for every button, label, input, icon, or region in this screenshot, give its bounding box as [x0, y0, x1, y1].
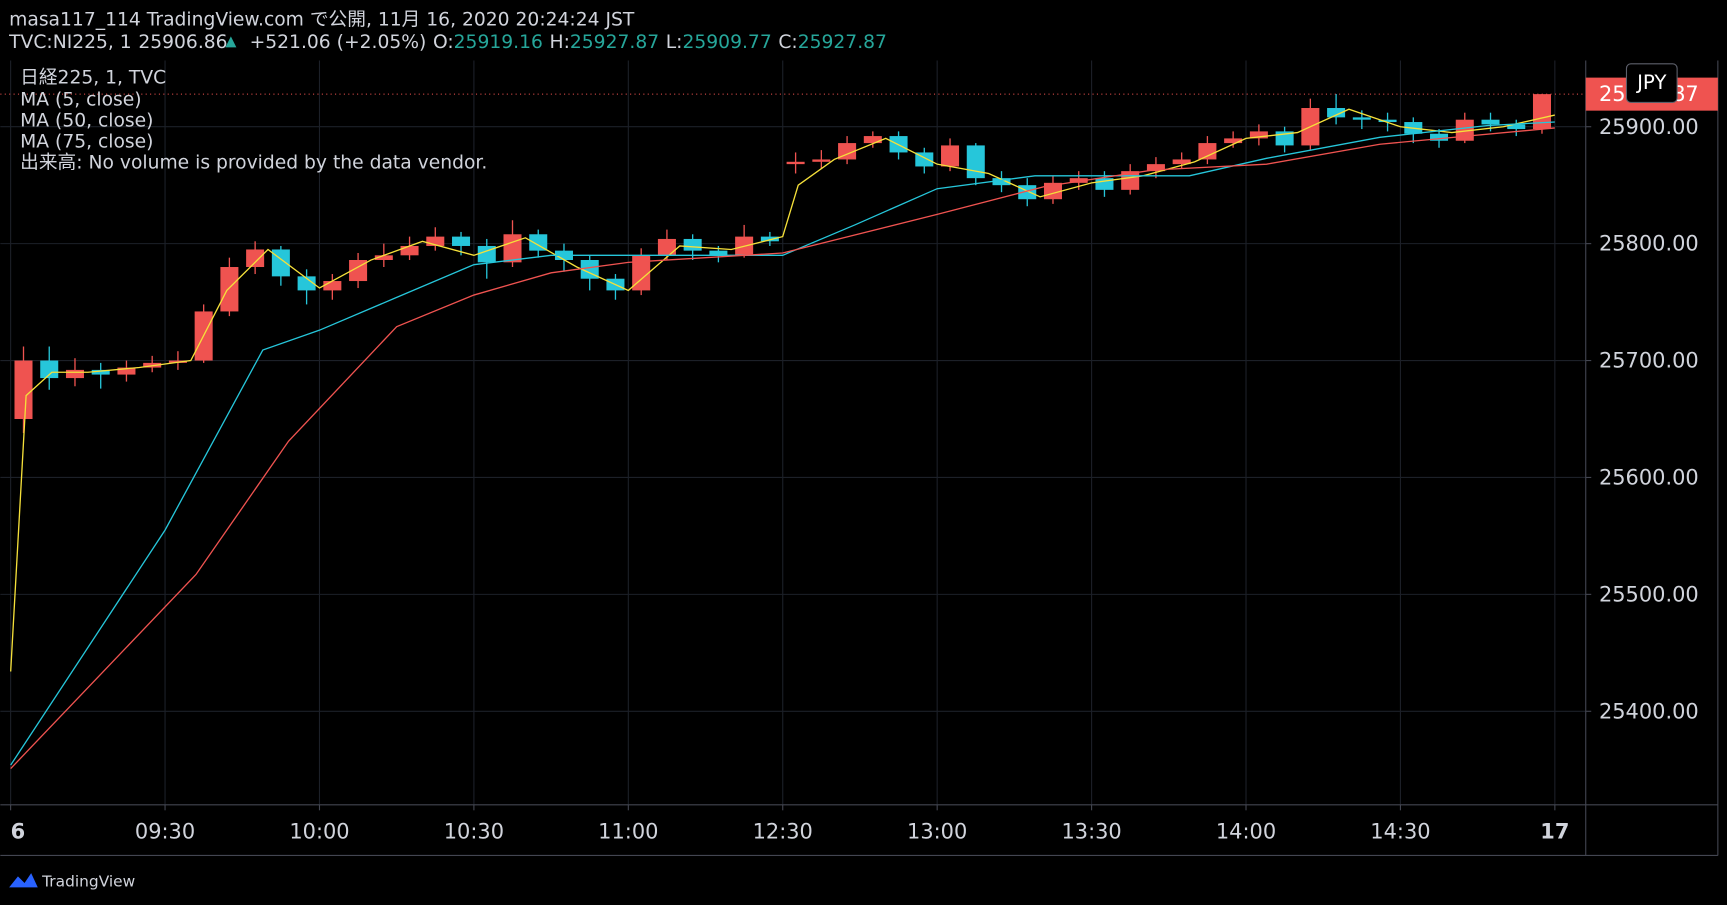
header-value: 25927.87: [570, 31, 659, 52]
candle-body: [271, 249, 290, 277]
candle-body: [760, 236, 779, 242]
x-tick-label: 13:30: [1061, 819, 1121, 843]
header-value: O:: [433, 31, 454, 52]
publish-info: masa117_114 TradingView.com で公開, 11月 16,…: [9, 9, 635, 30]
volume-note: 出来高: No volume is provided by the data v…: [20, 152, 487, 173]
x-tick-label: 14:30: [1370, 819, 1430, 843]
x-tick-label: 10:30: [444, 819, 504, 843]
candle-body: [786, 161, 805, 165]
ohlc-line: TVC:NI225, 1 25906.86 +521.06 (+2.05%) O:25…: [8, 31, 887, 52]
candle-body: [1069, 178, 1088, 183]
candle-body: [374, 255, 393, 260]
candle-body: [1172, 159, 1191, 165]
candle-body: [632, 255, 651, 291]
plot: [0, 93, 1586, 770]
candle-body: [966, 145, 985, 179]
candle-body: [1095, 178, 1114, 190]
candle-body: [65, 369, 84, 379]
candle-body: [452, 236, 471, 246]
y-tick-label: 25900.00: [1599, 115, 1699, 139]
candle-body: [220, 267, 239, 312]
symbol-label: 日経225, 1, TVC: [20, 68, 166, 89]
ma-line: [10, 127, 1555, 770]
ma-line: [10, 121, 1555, 766]
x-tick-label: 6: [11, 819, 26, 843]
header-value: +521.06 (+2.05%): [250, 31, 427, 52]
candle-body: [1146, 164, 1165, 172]
ma-line: [10, 108, 1555, 672]
candle-body: [426, 236, 445, 246]
y-tick-label: 25700.00: [1599, 349, 1699, 373]
candle-body: [683, 238, 702, 251]
candle-body: [1249, 131, 1268, 139]
candle-body: [503, 234, 522, 263]
candle-body: [1224, 138, 1243, 144]
candle-body: [580, 259, 599, 279]
candle-body: [812, 159, 831, 162]
header-value: H:: [550, 31, 570, 52]
candle-body: [1430, 133, 1449, 141]
candle-body: [941, 145, 960, 167]
header-value: 25927.87: [798, 31, 887, 52]
x-tick-label: 10:00: [289, 819, 349, 843]
x-tick-label: 11:00: [598, 819, 658, 843]
x-tick-label: 17: [1540, 819, 1569, 843]
currency-label[interactable]: JPY: [1635, 71, 1667, 94]
header-value: TVC:NI225, 1: [8, 31, 132, 52]
legend-item: MA (50, close): [20, 111, 153, 132]
candle-body: [14, 360, 33, 419]
up-arrow: [225, 36, 237, 48]
candle-body: [246, 249, 265, 268]
candle-body: [992, 178, 1011, 186]
candle-body: [529, 234, 548, 251]
candle-body: [1352, 117, 1371, 120]
candle-body: [40, 360, 59, 379]
candle-body: [323, 281, 342, 291]
candle-body: [1532, 94, 1551, 130]
candle-body: [657, 238, 676, 256]
header-value: L:: [666, 31, 683, 52]
candle-body: [709, 250, 728, 256]
header-value: C:: [778, 31, 797, 52]
y-tick-label: 25400.00: [1599, 699, 1699, 723]
grid: [0, 60, 1586, 805]
x-tick-label: 09:30: [135, 819, 195, 843]
x-tick-label: 13:00: [907, 819, 967, 843]
x-tick-label: 12:30: [753, 819, 813, 843]
header-value: 25906.86: [138, 31, 227, 52]
y-tick-label: 25800.00: [1599, 232, 1699, 256]
y-tick-label: 25500.00: [1599, 582, 1699, 606]
currency-button[interactable]: [1625, 63, 1678, 103]
legend-item: MA (75, close): [20, 132, 153, 153]
candle-body: [117, 367, 136, 375]
candle-body: [863, 136, 882, 144]
candle-body: [91, 369, 110, 375]
y-tick-label: 25600.00: [1599, 466, 1699, 490]
header-value: 25919.16: [454, 31, 543, 52]
legend-item: MA (5, close): [20, 90, 141, 111]
header-value: 25909.77: [682, 31, 771, 52]
x-tick-label: 14:00: [1216, 819, 1276, 843]
candle-body: [1507, 124, 1526, 130]
candle-body: [1481, 119, 1500, 125]
candle-body: [297, 276, 316, 291]
candle-body: [1327, 108, 1346, 118]
candle-body: [1378, 119, 1397, 123]
brand: TradingView: [41, 872, 135, 890]
candle-body: [1198, 143, 1217, 160]
brand-logo: [9, 873, 38, 888]
candle-body: [400, 245, 419, 256]
